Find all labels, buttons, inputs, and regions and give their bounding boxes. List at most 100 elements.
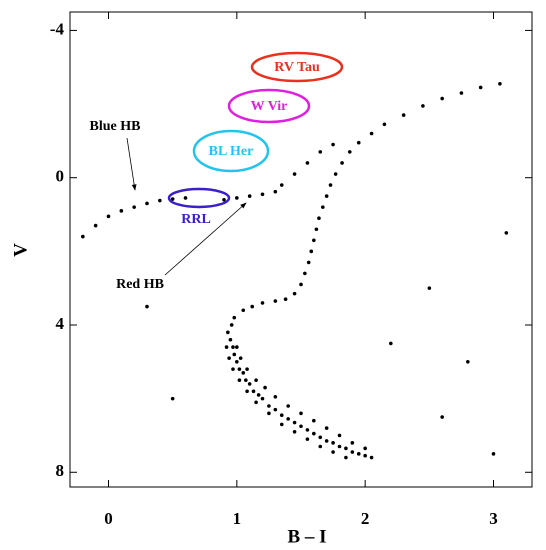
point	[231, 345, 235, 349]
rrl-ellipse	[167, 187, 231, 209]
point	[283, 297, 288, 302]
point	[369, 455, 374, 460]
point	[256, 393, 261, 397]
point	[504, 231, 509, 235]
point	[350, 441, 355, 445]
point	[145, 201, 149, 206]
y-tick-label: 8	[56, 461, 65, 480]
point	[421, 104, 425, 108]
point	[292, 420, 297, 425]
point	[347, 150, 352, 154]
point	[279, 183, 284, 187]
plot-frame	[69, 11, 533, 488]
point	[314, 227, 319, 232]
rv-tau-ellipse	[250, 51, 344, 83]
point	[299, 282, 303, 287]
point	[224, 345, 229, 349]
point	[119, 209, 124, 213]
point	[363, 453, 367, 458]
point	[331, 450, 335, 454]
point	[238, 356, 243, 360]
point	[318, 435, 323, 440]
point	[299, 411, 303, 416]
point	[235, 345, 239, 349]
point	[286, 404, 290, 408]
point	[321, 205, 325, 209]
point	[440, 96, 444, 101]
point	[312, 238, 316, 243]
point	[303, 271, 307, 276]
point	[299, 424, 303, 429]
point	[305, 428, 310, 432]
point	[324, 194, 329, 198]
point	[273, 394, 278, 399]
red-hb-arrow	[164, 202, 247, 276]
x-tick-label: 2	[361, 509, 370, 528]
point	[273, 407, 278, 412]
point	[344, 446, 348, 451]
rrl-label: RRL	[181, 212, 211, 227]
point	[350, 450, 355, 454]
point	[309, 249, 314, 254]
point	[145, 304, 149, 309]
point	[286, 417, 290, 421]
point	[260, 192, 265, 197]
point	[337, 433, 342, 438]
point	[235, 360, 239, 364]
bl-her-ellipse	[192, 129, 270, 173]
point	[247, 194, 252, 198]
x-axis-label: B – I	[287, 526, 326, 547]
point	[245, 389, 249, 394]
point	[273, 189, 278, 194]
point	[279, 413, 284, 417]
point	[318, 444, 323, 449]
point	[254, 400, 258, 405]
point	[222, 197, 226, 202]
point	[228, 337, 233, 342]
point	[292, 429, 297, 434]
point	[106, 214, 111, 219]
point	[267, 404, 271, 408]
point	[273, 299, 278, 303]
point	[478, 85, 483, 90]
w-vir-label: W Vir	[251, 99, 288, 114]
annotations: RV Tau W Vir BL Her RRL Blue HB Red HB	[90, 51, 344, 292]
point	[312, 418, 316, 423]
point	[389, 341, 393, 346]
point	[382, 122, 387, 127]
point	[317, 216, 321, 221]
point	[292, 172, 297, 176]
x-tick-label: 0	[104, 509, 113, 528]
y-axis-label: V	[10, 243, 31, 257]
point	[466, 360, 470, 364]
point	[267, 411, 271, 416]
rv-tau-label: RV Tau	[274, 60, 320, 75]
point	[344, 455, 348, 460]
point	[229, 323, 234, 327]
point	[292, 291, 297, 296]
point	[369, 131, 374, 136]
point	[306, 260, 311, 265]
point	[333, 172, 338, 176]
point	[170, 396, 175, 401]
point	[237, 378, 242, 383]
point	[401, 113, 406, 117]
point	[245, 367, 249, 371]
blue-hb-arrow	[126, 137, 137, 191]
x-tick-label: 1	[233, 509, 242, 528]
point	[312, 431, 316, 436]
point	[81, 234, 85, 239]
point	[235, 196, 239, 200]
y-tick-label: 4	[56, 314, 65, 333]
red-hb-label: Red HB	[116, 277, 164, 292]
point	[250, 304, 255, 309]
point	[328, 183, 333, 187]
point	[232, 315, 237, 320]
points	[81, 82, 509, 460]
point	[305, 161, 310, 165]
point	[427, 286, 432, 290]
point	[331, 142, 335, 147]
y-tick-label: -4	[50, 19, 65, 38]
point	[241, 371, 246, 375]
point	[324, 426, 329, 430]
